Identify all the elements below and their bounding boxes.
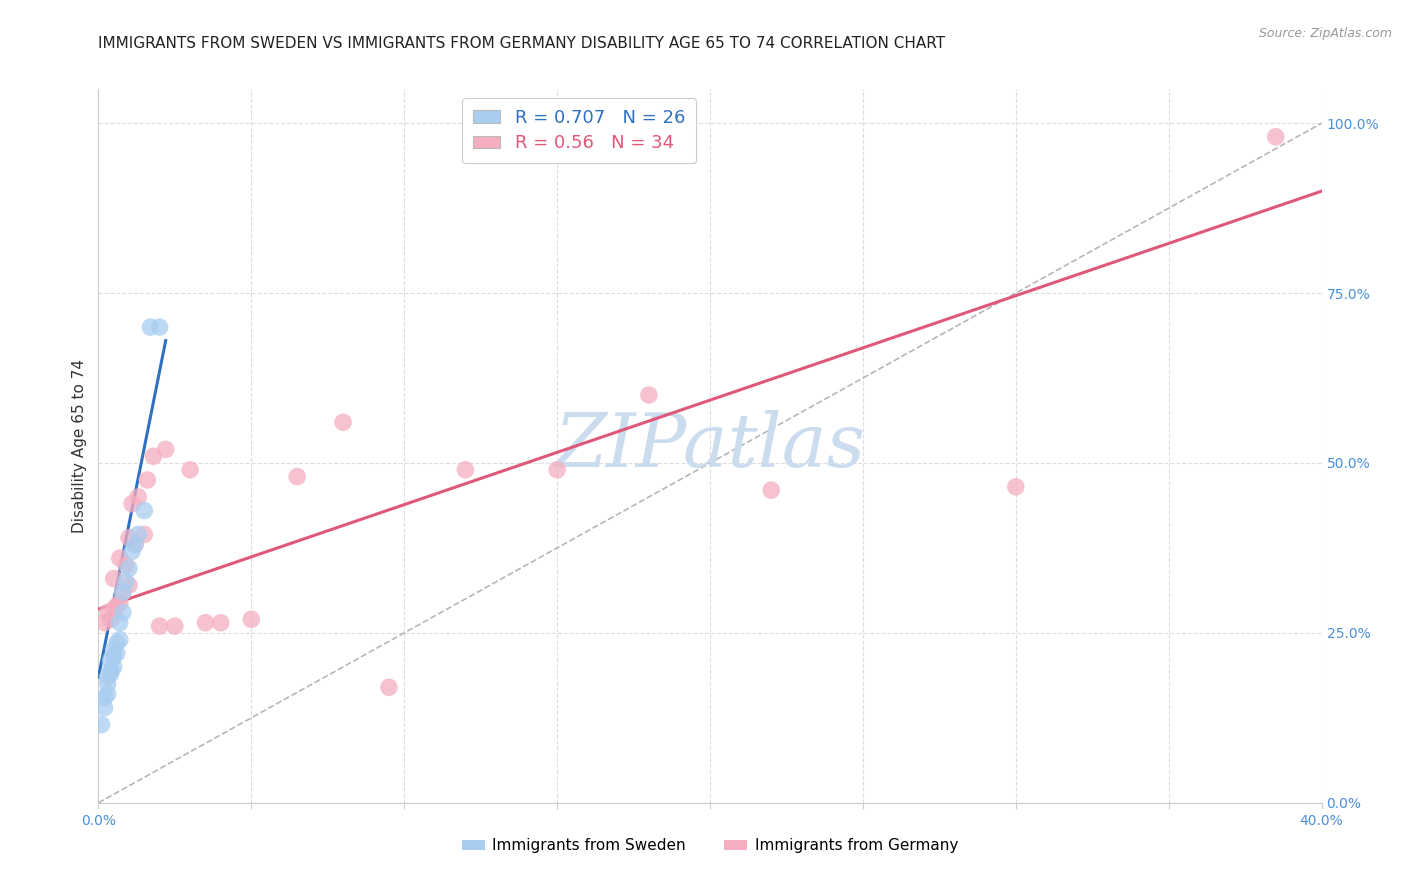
Point: [90, 717, 112, 731]
Point: [127, 490, 149, 504]
Point: [108, 632, 131, 647]
Point: [142, 449, 165, 463]
Point: [103, 572, 125, 586]
Point: [103, 643, 125, 657]
Point: [93, 700, 115, 714]
Point: [378, 680, 401, 694]
Point: [115, 558, 138, 572]
Point: [332, 415, 354, 429]
Point: [111, 585, 134, 599]
Y-axis label: Disability Age 65 to 74: Disability Age 65 to 74: [72, 359, 87, 533]
Point: [111, 585, 134, 599]
Point: [179, 463, 201, 477]
Point: [155, 442, 177, 457]
Point: [134, 527, 156, 541]
Point: [100, 653, 122, 667]
Point: [163, 619, 186, 633]
Point: [194, 615, 217, 630]
Point: [118, 561, 141, 575]
Point: [93, 615, 115, 630]
Text: Source: ZipAtlas.com: Source: ZipAtlas.com: [1258, 27, 1392, 40]
Point: [124, 537, 146, 551]
Point: [105, 636, 128, 650]
Point: [111, 606, 134, 620]
Point: [97, 687, 120, 701]
Legend: Immigrants from Sweden, Immigrants from Germany: Immigrants from Sweden, Immigrants from …: [456, 832, 965, 859]
Text: IMMIGRANTS FROM SWEDEN VS IMMIGRANTS FROM GERMANY DISABILITY AGE 65 TO 74 CORREL: IMMIGRANTS FROM SWEDEN VS IMMIGRANTS FRO…: [98, 36, 946, 51]
Point: [103, 602, 125, 616]
Point: [759, 483, 782, 498]
Point: [149, 619, 172, 633]
Point: [240, 612, 263, 626]
Point: [139, 320, 162, 334]
Point: [100, 666, 122, 681]
Point: [103, 649, 125, 664]
Point: [93, 690, 115, 705]
Point: [454, 463, 477, 477]
Point: [103, 660, 125, 674]
Point: [118, 531, 141, 545]
Point: [108, 595, 131, 609]
Point: [105, 646, 128, 660]
Point: [121, 544, 143, 558]
Text: ZIPatlas: ZIPatlas: [554, 409, 866, 483]
Point: [637, 388, 661, 402]
Point: [97, 606, 120, 620]
Point: [285, 469, 308, 483]
Point: [1004, 480, 1026, 494]
Point: [100, 612, 122, 626]
Point: [127, 527, 149, 541]
Point: [105, 599, 128, 613]
Point: [1264, 129, 1286, 144]
Point: [121, 497, 143, 511]
Point: [108, 615, 131, 630]
Point: [108, 551, 131, 566]
Point: [134, 503, 156, 517]
Point: [209, 615, 232, 630]
Point: [115, 574, 138, 589]
Point: [97, 670, 120, 684]
Point: [100, 663, 122, 677]
Point: [124, 537, 146, 551]
Point: [136, 473, 159, 487]
Point: [97, 677, 120, 691]
Point: [149, 320, 172, 334]
Point: [546, 463, 568, 477]
Point: [118, 578, 141, 592]
